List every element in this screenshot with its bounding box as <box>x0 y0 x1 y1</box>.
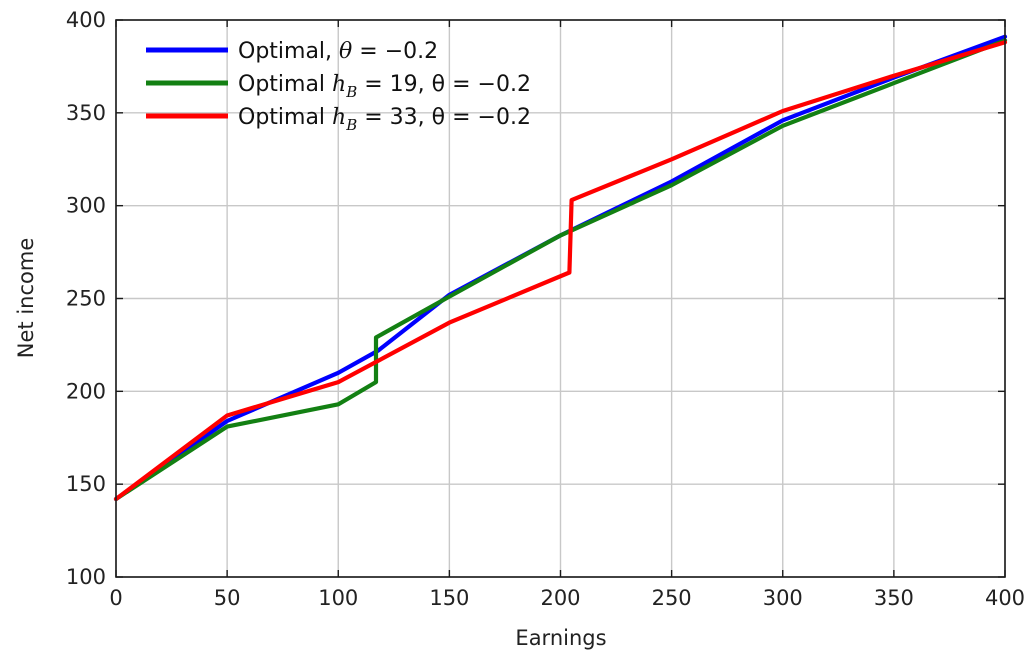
y-axis-label: Net income <box>14 238 38 358</box>
x-axis-label: Earnings <box>515 626 606 650</box>
axes <box>115 19 1006 578</box>
y-tick-label: 150 <box>66 472 106 496</box>
x-tick-label: 200 <box>540 586 580 610</box>
x-tick-label: 0 <box>109 586 122 610</box>
legend-label-2: Optimal hB = 19, θ = −0.2 <box>238 72 531 101</box>
legend-label-1: Optimal, θ = −0.2 <box>238 39 438 64</box>
y-tick-label: 400 <box>66 8 106 32</box>
legend: Optimal, θ = −0.2 Optimal hB = 19, θ = −0… <box>146 39 531 134</box>
y-tick-label: 250 <box>66 287 106 311</box>
tick-labels: 0 50 100 150 200 250 300 350 400 100 150 200 250 300 3… <box>66 8 1025 610</box>
grid <box>115 19 1006 578</box>
y-tick-label: 300 <box>66 194 106 218</box>
x-tick-label: 350 <box>874 586 914 610</box>
y-tick-label: 200 <box>66 379 106 403</box>
x-tick-label: 100 <box>318 586 358 610</box>
x-tick-label: 300 <box>763 586 803 610</box>
y-tick-label: 100 <box>66 565 106 589</box>
y-tick-label: 350 <box>66 101 106 125</box>
x-tick-label: 400 <box>985 586 1025 610</box>
series-line-2 <box>113 38 1008 502</box>
x-tick-label: 50 <box>214 586 241 610</box>
x-tick-label: 250 <box>652 586 692 610</box>
series-line-3 <box>113 40 1008 502</box>
series-layer <box>113 34 1008 502</box>
legend-label-3: Optimal hB = 33, θ = −0.2 <box>238 105 531 134</box>
x-tick-label: 150 <box>429 586 469 610</box>
